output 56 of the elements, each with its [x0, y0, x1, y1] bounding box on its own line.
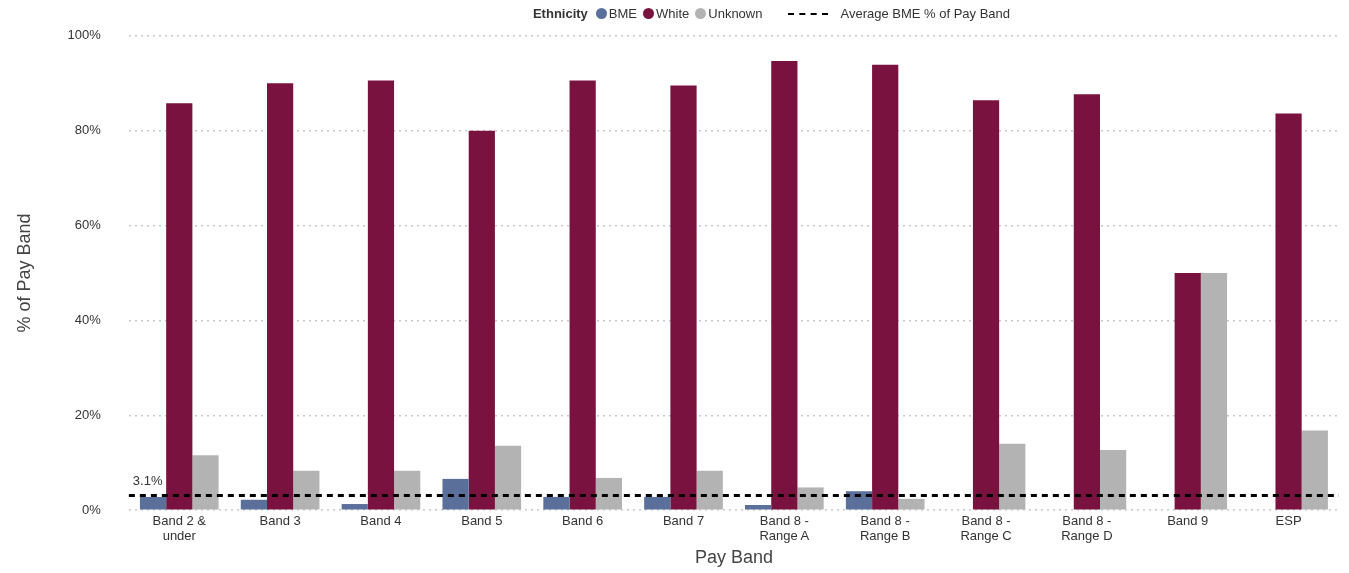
y-tick-label: 0% [82, 501, 102, 517]
x-tick-label: Band 8 - Range D [1061, 512, 1113, 544]
bar [367, 80, 395, 510]
bar [670, 85, 697, 510]
legend-label: Average BME % of Pay Band [840, 6, 1011, 21]
bar [1099, 449, 1127, 510]
y-tick-label: 60% [74, 217, 102, 233]
bar [771, 60, 798, 510]
bar [394, 470, 421, 510]
bar [1073, 94, 1100, 510]
bar [595, 477, 622, 510]
bar [569, 80, 596, 510]
bar [797, 487, 824, 510]
bar [468, 130, 495, 510]
bar [543, 496, 570, 510]
bar [1275, 113, 1302, 510]
x-tick-label: Band 7 [662, 512, 705, 528]
bar [1200, 273, 1228, 510]
legend-label: White [656, 6, 690, 21]
bar [494, 445, 522, 510]
bar [898, 498, 925, 510]
bar [644, 496, 671, 510]
x-tick-label: Band 4 [360, 512, 402, 528]
x-tick-label: Band 6 [562, 512, 604, 528]
x-tick-label: Band 2 & under [152, 512, 207, 544]
bar [240, 499, 268, 510]
x-tick-label: Band 8 - Range A [759, 512, 810, 544]
bar [696, 470, 723, 510]
legend-label: BME [608, 6, 638, 21]
legend-title: Ethnicity [532, 6, 588, 21]
annotation: 3.1% [132, 472, 163, 488]
bar [999, 443, 1026, 510]
bar [166, 103, 193, 510]
y-tick-label: 20% [74, 406, 102, 422]
x-tick-label: Band 3 [259, 512, 301, 528]
x-tick-label: Band 5 [461, 512, 503, 528]
bar [972, 100, 1000, 510]
bar [341, 504, 368, 510]
bar [872, 64, 899, 510]
y-axis-title: % of Pay Band [13, 213, 34, 333]
x-tick-label: Band 8 - Range B [859, 512, 911, 544]
bar [442, 478, 469, 510]
bar [139, 496, 167, 510]
bar [1174, 273, 1201, 510]
legend-label: Unknown [708, 6, 763, 21]
bar [192, 455, 219, 510]
x-tick-label: Band 9 [1167, 512, 1209, 528]
bar [267, 83, 294, 510]
x-tick-label: Band 8 - Range C [960, 512, 1012, 544]
bar [1301, 430, 1328, 510]
y-tick-label: 80% [74, 122, 102, 138]
x-tick-label: ESP [1275, 512, 1302, 528]
x-axis-title: Pay Band [694, 547, 773, 568]
y-tick-label: 40% [74, 312, 102, 328]
y-tick-label: 100% [67, 27, 102, 43]
bar [293, 470, 320, 510]
